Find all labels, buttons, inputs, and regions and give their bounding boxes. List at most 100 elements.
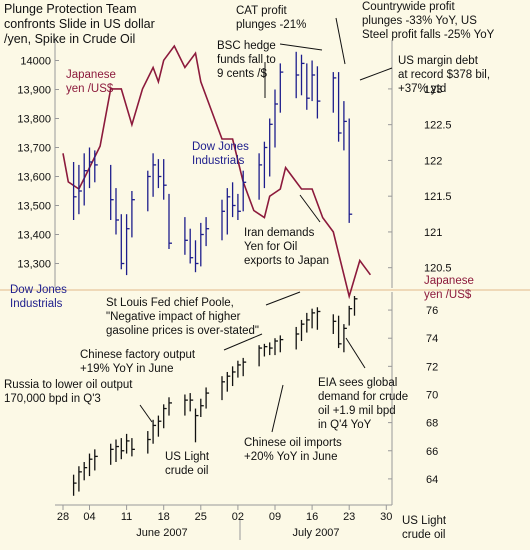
annotation-poole-line-2: "Negative impact of higher	[106, 311, 241, 323]
annotation-countrywide: Countrywide profit plunges -33% YoY, US …	[362, 1, 495, 41]
annotation-china-factory: Chinese factory output +19% YoY in June	[80, 349, 196, 375]
annotation-cat: CAT profit plunges -21%	[236, 5, 306, 31]
yen-axis-ticks: 123 122.5 122 121.5 121 120.5	[388, 84, 452, 275]
dow-tick-label: 14000	[20, 56, 51, 68]
annotation-bsc-line-1: BSC hedge	[217, 40, 276, 52]
annotation-bsc-line-3: 9 cents /$	[217, 68, 267, 80]
yen-inner-label: Japanese yen /US$	[66, 69, 116, 95]
annotation-iran: Iran demands Yen for Oil exports to Japa…	[244, 227, 329, 267]
annotation-russia-line-2: 170,000 bpd in Q'3	[4, 393, 101, 405]
leader-china-factory	[223, 333, 263, 351]
oil-axis-title-line-2: crude oil	[402, 529, 445, 541]
annotation-margin-line-3: +37% ytd	[398, 83, 446, 95]
date-tick-label: 28	[57, 511, 69, 523]
annotation-china-imports-line-1: Chinese oil imports	[244, 437, 342, 449]
title-line-2: confronts Slide in US dollar	[4, 17, 155, 31]
annotation-iran-line-1: Iran demands	[244, 227, 315, 239]
date-tick-label: 30	[380, 511, 392, 523]
yen-axis-title: Japanese yen /US$	[424, 275, 474, 301]
oil-tick-label: 66	[426, 446, 438, 458]
date-tick-label: 23	[343, 511, 355, 523]
date-tick-label: 02	[232, 511, 244, 523]
annotation-china-factory-line-2: +19% YoY in June	[80, 363, 173, 375]
annotation-bsc-line-2: funds fall to	[217, 54, 276, 66]
oil-tick-label: 74	[426, 333, 438, 345]
annotation-eia-line-4: in Q'4 YoY	[318, 419, 372, 431]
annotation-countrywide-line-2: plunges -33% YoY, US	[362, 15, 477, 27]
annotation-countrywide-line-1: Countrywide profit	[362, 1, 455, 13]
title-line-3: /yen, Spike in Crude Oil	[4, 32, 135, 46]
annotation-russia-line-1: Russia to lower oil output	[4, 379, 133, 391]
dow-tick-label: 13,500	[17, 201, 51, 213]
annotation-cat-line-2: plunges -21%	[236, 19, 306, 31]
oil-axis-title: US Light crude oil	[402, 515, 447, 541]
title-line-1: Plunge Protection Team	[4, 2, 137, 16]
oil-label-line-2: crude oil	[165, 465, 208, 477]
annotation-margin: US margin debt at record $378 bil, +37% …	[398, 55, 490, 95]
date-tick-label: 04	[83, 511, 95, 523]
annotation-russia: Russia to lower oil output 170,000 bpd i…	[4, 379, 133, 405]
oil-tick-label: 70	[426, 389, 438, 401]
date-tick-label: 18	[158, 511, 170, 523]
dow-tick-label: 13,900	[17, 85, 51, 97]
oil-axis-title-line-1: US Light	[402, 515, 447, 527]
yen-axis-title-line-1: Japanese	[424, 275, 474, 287]
leader-china-imports	[271, 384, 284, 433]
dow-axis-title: Dow Jones Industrials	[10, 284, 67, 310]
annotation-leaders	[139, 17, 393, 433]
yen-axis-title-line-2: yen /US$	[424, 289, 472, 301]
date-tick-label: 09	[269, 511, 281, 523]
dow-tick-label: 13,800	[17, 114, 51, 126]
yen-tick-label: 121.5	[424, 191, 452, 203]
yen-tick-label: 121	[424, 227, 442, 239]
month-label-june: June 2007	[136, 527, 187, 539]
oil-tick-label: 64	[426, 474, 438, 486]
dow-tick-label: 13,700	[17, 143, 51, 155]
annotation-eia-line-3: oil +1.9 mil bpd	[318, 405, 396, 417]
yen-tick-label: 122	[424, 155, 442, 167]
date-tick-label: 11	[121, 511, 132, 523]
oil-tick-label: 68	[426, 418, 438, 430]
oil-tick-label: 76	[426, 305, 438, 317]
dow-tick-label: 13,400	[17, 230, 51, 242]
annotation-china-imports: Chinese oil imports +20% YoY in June	[244, 437, 342, 463]
annotation-iran-line-2: Yen for Oil	[244, 241, 297, 253]
leader-eia	[345, 337, 366, 369]
yen-series-line	[62, 44, 372, 300]
dow-series-bars	[72, 51, 353, 276]
oil-tick-label: 72	[426, 361, 438, 373]
annotation-eia: EIA sees global demand for crude oil +1.…	[318, 377, 408, 431]
leader-russia	[139, 404, 153, 423]
annotation-bsc: BSC hedge funds fall to 9 cents /$	[217, 40, 276, 80]
date-axis-ticks: 28 04 11 18 25 02 09 16 23 30	[57, 505, 392, 523]
dow-label-line-1: Dow Jones	[192, 141, 249, 153]
yen-tick-label: 123	[424, 84, 442, 96]
annotation-china-imports-line-2: +20% YoY in June	[244, 451, 337, 463]
yen-tick-label: 120.5	[424, 263, 452, 275]
date-tick-label: 25	[195, 511, 207, 523]
annotation-margin-line-1: US margin debt	[398, 55, 479, 67]
yen-label-line-2: yen /US$	[66, 83, 114, 95]
dow-label-line-2: Industrials	[192, 155, 245, 167]
oil-inner-label: US Light crude oil	[165, 451, 210, 477]
dow-tick-label: 13,600	[17, 172, 51, 184]
chart-title: Plunge Protection Team confronts Slide i…	[4, 2, 155, 46]
dow-axis-ticks: 14000 13,900 13,800 13,700 13,600 13,500 13,40…	[17, 56, 59, 271]
dow-inner-label: Dow Jones Industrials	[192, 141, 249, 167]
annotation-eia-line-1: EIA sees global	[318, 377, 397, 389]
annotation-iran-line-3: exports to Japan	[244, 255, 329, 267]
annotation-eia-line-2: demand for crude	[318, 391, 408, 403]
leader-margin	[359, 67, 393, 81]
dow-axis-title-line-2: Industrials	[10, 298, 63, 310]
annotation-poole: St Louis Fed chief Poole, "Negative impa…	[106, 297, 259, 337]
dow-axis-title-line-1: Dow Jones	[10, 284, 67, 296]
oil-series-bars	[72, 296, 358, 496]
annotation-china-factory-line-1: Chinese factory output	[80, 349, 196, 361]
annotation-margin-line-2: at record $378 bil,	[398, 69, 490, 81]
annotation-poole-line-1: St Louis Fed chief Poole,	[106, 297, 234, 309]
annotation-cat-line-1: CAT profit	[236, 5, 288, 17]
month-label-july: July 2007	[292, 527, 339, 539]
oil-label-line-1: US Light	[165, 451, 210, 463]
leader-cat	[279, 43, 323, 51]
